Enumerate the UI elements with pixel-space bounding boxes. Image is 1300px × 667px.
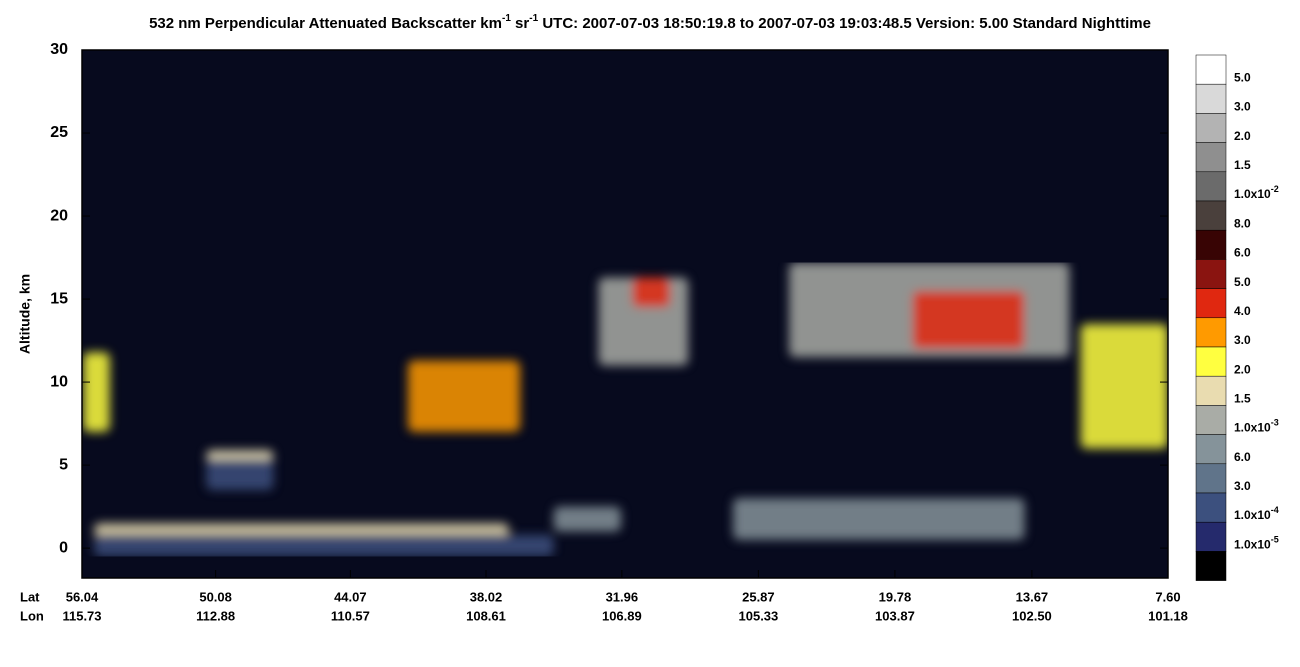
- colorbar-label: 1.0x10-3: [1234, 418, 1279, 435]
- colorbar-label: 1.0x10-2: [1234, 184, 1279, 201]
- colorbar-swatch: [1195, 54, 1227, 85]
- lon-tick-label: 108.61: [466, 608, 506, 623]
- lat-tick-label: 13.67: [1016, 589, 1049, 604]
- colorbar-label: 1.0x10-5: [1234, 535, 1279, 552]
- lon-tick-label: 102.50: [1012, 608, 1052, 623]
- y-tick-label: 25: [50, 124, 68, 141]
- colorbar-label-exp: -3: [1271, 418, 1279, 428]
- lon-tick-label: 106.89: [602, 608, 642, 623]
- colorbar-label: 6.0: [1234, 450, 1251, 464]
- colorbar-swatch: [1195, 346, 1227, 377]
- colorbar-swatch: [1195, 200, 1227, 231]
- colorbar-swatch: [1195, 171, 1227, 202]
- title-part: sr: [511, 15, 530, 32]
- colorbar-swatch: [1195, 405, 1227, 435]
- colorbar-label: 3.0: [1234, 100, 1251, 114]
- colorbar-label-base: 1.0x10: [1234, 508, 1271, 522]
- colorbar-swatch: [1195, 83, 1227, 114]
- plot-frame: [81, 49, 1169, 579]
- lat-tick-label: 44.07: [334, 589, 367, 604]
- colorbar-swatch: [1195, 463, 1227, 494]
- colorbar-swatch: [1195, 375, 1227, 406]
- colorbar-swatch: [1195, 259, 1227, 289]
- cloud-feature: [733, 498, 1024, 540]
- cloud-feature: [83, 352, 110, 432]
- lon-tick-label: 115.73: [62, 608, 101, 623]
- cloud-feature: [1081, 324, 1168, 449]
- cloud-feature: [206, 452, 273, 490]
- colorbar-swatch: [1195, 113, 1227, 143]
- colorbar-label: 1.0x10-4: [1234, 506, 1279, 523]
- lat-tick-label: 25.87: [742, 589, 775, 604]
- y-tick-label: 0: [59, 539, 68, 556]
- colorbar-swatch: [1195, 142, 1227, 173]
- lon-tick-label: 105.33: [739, 608, 779, 623]
- colorbar-label: 3.0: [1234, 333, 1251, 347]
- colorbar-swatch: [1195, 317, 1227, 348]
- lat-tick-label: 7.60: [1155, 589, 1180, 604]
- y-axis-label: Altitude, km: [17, 274, 33, 354]
- cloud-layer: [83, 263, 1168, 557]
- lon-tick-label: 110.57: [331, 608, 370, 623]
- lat-tick-label: 38.02: [470, 589, 503, 604]
- cloud-feature: [94, 535, 554, 557]
- colorbar-swatch: [1195, 229, 1227, 260]
- lon-tick-label: 112.88: [196, 608, 235, 623]
- colorbar-label-base: 1.0x10: [1234, 187, 1271, 201]
- colorbar-label: 5.0: [1234, 70, 1251, 84]
- colorbar-label: 8.0: [1234, 216, 1251, 230]
- colorbar-label: 2.0: [1234, 129, 1251, 143]
- colorbar-label-base: 1.0x10: [1234, 421, 1271, 435]
- colorbar-label: 1.5: [1234, 158, 1251, 172]
- lat-tick-label: 56.04: [66, 589, 99, 604]
- lon-tick-label: 103.87: [875, 608, 915, 623]
- lat-tick-label: 50.08: [199, 589, 232, 604]
- y-tick-label: 5: [59, 456, 68, 473]
- colorbar-label-base: 1.0x10: [1234, 538, 1271, 552]
- colorbar-swatch: [1195, 551, 1227, 581]
- lat-tick-label: 19.78: [879, 589, 912, 604]
- colorbar-swatch: [1195, 434, 1227, 465]
- colorbar-label-exp: -2: [1271, 184, 1279, 194]
- colorbar-label: 2.0: [1234, 362, 1251, 376]
- title-part: UTC: 2007-07-03 18:50:19.8 to 2007-07-03…: [538, 15, 1151, 32]
- colorbar-label: 3.0: [1234, 479, 1251, 493]
- cloud-feature: [206, 450, 273, 460]
- title-sup: -1: [502, 13, 511, 24]
- lon-row-label: Lon: [20, 608, 44, 623]
- colorbar-label: 5.0: [1234, 275, 1251, 289]
- colorbar-label: 4.0: [1234, 304, 1251, 318]
- lon-tick-label: 101.18: [1148, 608, 1188, 623]
- chart-title: 532 nm Perpendicular Attenuated Backscat…: [149, 13, 1151, 32]
- colorbar-label: 6.0: [1234, 246, 1251, 260]
- lat-tick-label: 31.96: [606, 589, 639, 604]
- y-tick-label: 10: [50, 373, 68, 390]
- colorbar-swatch: [1195, 288, 1227, 319]
- colorbar-label: 1.5: [1234, 392, 1251, 406]
- colorbar-swatch: [1195, 521, 1227, 552]
- colorbar-label-exp: -5: [1271, 535, 1279, 545]
- cloud-feature: [912, 291, 1024, 349]
- title-sup: -1: [529, 13, 538, 24]
- y-tick-label: 30: [50, 41, 68, 58]
- cloud-feature: [94, 523, 509, 536]
- cloud-feature: [554, 507, 621, 532]
- cloud-feature: [408, 360, 520, 431]
- colorbar-label-exp: -4: [1271, 506, 1279, 516]
- y-tick-label: 20: [50, 207, 68, 224]
- colorbar-swatch: [1195, 492, 1227, 523]
- cloud-feature: [632, 277, 670, 307]
- lat-row-label: Lat: [20, 589, 40, 604]
- title-part: 532 nm Perpendicular Attenuated Backscat…: [149, 15, 502, 32]
- y-tick-label: 15: [50, 290, 68, 307]
